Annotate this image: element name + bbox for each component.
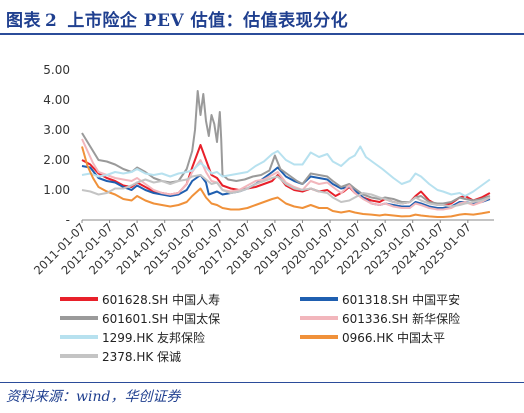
legend-item: 601336.SH 新华保险 [300,309,460,327]
figure-title: 上市险企 PEV 估值：估值表现分化 [67,11,349,31]
legend-swatch [60,316,98,320]
legend-item: 601318.SH 中国平安 [300,290,460,308]
line-chart: -1.002.003.004.005.002011-01-072012-01-0… [31,63,494,277]
legend-label: 1299.HK 友邦保险 [102,330,206,345]
legend-swatch [300,297,338,301]
title-divider [0,33,524,35]
legend-swatch [60,335,98,339]
series-line-2 [81,165,491,209]
figure-number: 2 [45,11,58,31]
legend-label: 601601.SH 中国太保 [102,311,221,326]
legend-swatch [300,316,338,320]
legend-label: 0966.HK 中国太平 [342,330,446,345]
y-tick-label: 2.00 [43,153,70,167]
y-tick-label: 1.00 [43,183,70,197]
series-line-1 [81,144,491,206]
legend-swatch [60,297,98,301]
y-tick-label: 3.00 [43,123,70,137]
legend-item: 2378.HK 保诚 [60,347,181,365]
legend-label: 601318.SH 中国平安 [342,292,461,307]
legend-item: 0966.HK 中国太平 [300,328,445,346]
y-tick-label: 4.00 [43,93,70,107]
legend-label: 601336.SH 新华保险 [342,311,461,326]
legend-item: 1299.HK 友邦保险 [60,328,205,346]
legend-label: 601628.SH 中国人寿 [102,292,221,307]
y-tick-label: 5.00 [43,63,70,77]
legend-swatch [60,354,98,358]
legend-label: 2378.HK 保诚 [102,349,182,364]
legend-item: 601628.SH 中国人寿 [60,290,220,308]
footer-divider [0,382,524,383]
y-tick-label: - [66,213,70,227]
chart-title: 图表 2 上市险企 PEV 估值：估值表现分化 [6,6,348,31]
series-line-4 [81,138,491,211]
source-note: 资料来源：wind，华创证券 [6,389,181,405]
figure-label: 图表 [6,11,41,31]
legend-item: 601601.SH 中国太保 [60,309,220,327]
series-line-6 [81,146,491,218]
series-line-5 [81,145,491,197]
legend-swatch [300,335,338,339]
series-line-7 [81,174,491,208]
